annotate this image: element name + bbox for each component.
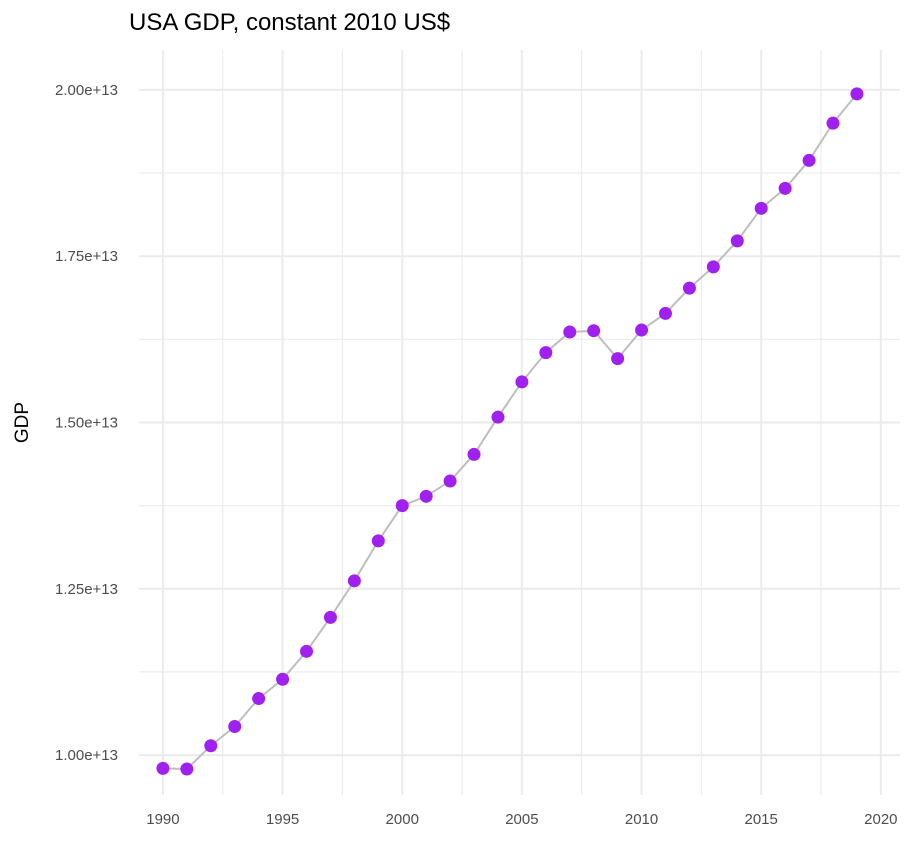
data-point	[156, 761, 170, 775]
data-point	[587, 324, 601, 338]
x-tick-label: 2015	[745, 811, 778, 828]
data-point	[228, 719, 242, 733]
x-tick-label: 1995	[266, 811, 299, 828]
data-point	[706, 260, 720, 274]
data-point	[276, 672, 290, 686]
y-tick-label: 1.25e+13	[55, 581, 118, 598]
data-point	[347, 574, 361, 588]
data-point	[180, 762, 194, 776]
data-point	[515, 375, 529, 389]
series-line-layer	[162, 93, 858, 771]
data-point	[635, 323, 649, 337]
data-point	[419, 489, 433, 503]
data-point	[658, 306, 672, 320]
data-point	[371, 534, 385, 548]
data-point	[395, 499, 409, 513]
major-gridlines	[139, 50, 900, 795]
data-point	[850, 87, 864, 101]
x-tick-label: 2020	[864, 811, 897, 828]
data-point	[563, 325, 577, 339]
chart-title: USA GDP, constant 2010 US$	[129, 9, 451, 36]
axis-titles: GDP	[12, 402, 33, 443]
y-axis: 1.00e+13 1.25e+13 1.50e+13 1.75e+13 2.00e+13	[55, 82, 118, 764]
data-point	[539, 346, 553, 360]
data-point	[300, 644, 314, 658]
data-point	[826, 116, 840, 130]
data-point	[491, 410, 505, 424]
data-point	[611, 352, 625, 366]
data-point	[323, 610, 337, 624]
x-axis: 1990 1995 2000 2005 2010 2015 2020	[146, 811, 897, 828]
y-tick-label: 2.00e+13	[55, 82, 118, 99]
y-tick-label: 1.00e+13	[55, 747, 118, 764]
y-tick-label: 1.75e+13	[55, 248, 118, 265]
data-point	[754, 201, 768, 215]
x-tick-label: 1990	[146, 811, 179, 828]
data-points	[156, 87, 864, 776]
data-point	[443, 474, 457, 488]
y-tick-label: 1.50e+13	[55, 415, 118, 432]
data-point	[252, 692, 266, 706]
data-point	[778, 181, 792, 195]
x-tick-label: 2000	[386, 811, 419, 828]
data-point	[730, 234, 744, 248]
series-line	[162, 93, 858, 771]
data-point	[467, 447, 481, 461]
data-point	[204, 739, 218, 753]
data-point	[802, 153, 816, 167]
x-tick-label: 2005	[505, 811, 538, 828]
x-tick-label: 2010	[625, 811, 658, 828]
y-axis-title: GDP	[12, 402, 33, 443]
data-point	[682, 281, 696, 295]
